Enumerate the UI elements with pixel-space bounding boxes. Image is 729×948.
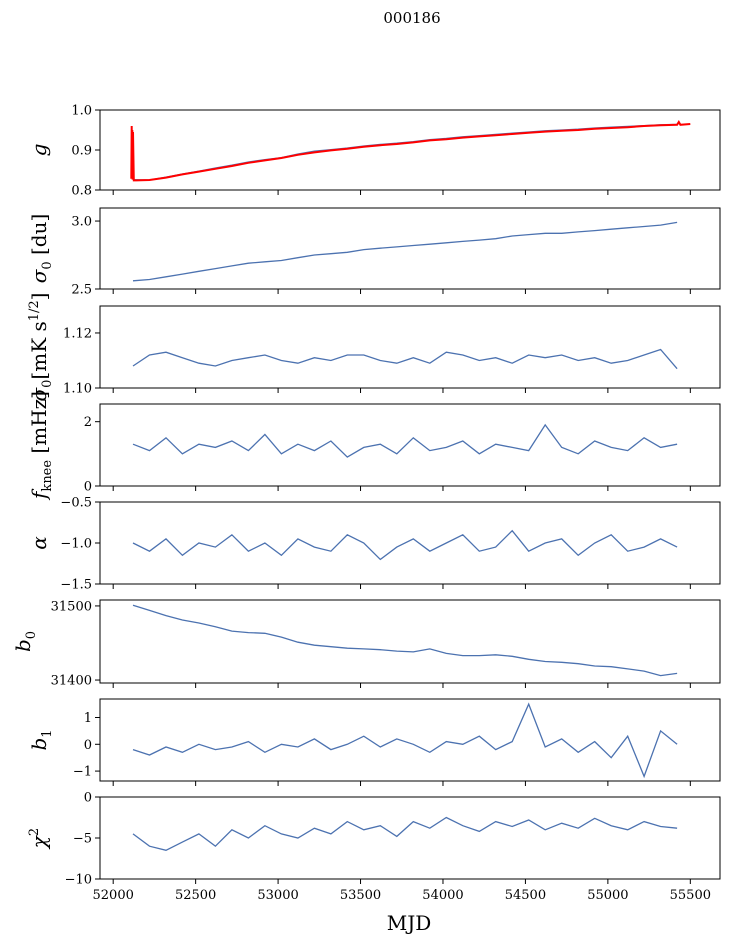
series-line xyxy=(132,529,678,561)
series-line xyxy=(132,702,678,779)
chart-title: 000186 xyxy=(383,9,440,27)
y-axis-label: b1 xyxy=(27,729,55,750)
subplot-0: 0.8 0.9 1.0 g xyxy=(27,104,721,199)
x-tick-label: 52500 xyxy=(175,888,216,903)
y-tick-label: 1.10 xyxy=(63,382,92,397)
axes-frame xyxy=(99,698,721,782)
y-label-sup: 1/2 xyxy=(27,300,42,321)
x-axis-label: MJD xyxy=(387,911,432,935)
y-label-unit: [mK s xyxy=(27,321,51,379)
y-axis-label: σ0 [du] xyxy=(27,214,55,284)
axes-frame xyxy=(99,207,721,290)
subplot-3: 0 2 fknee [mHz] xyxy=(27,391,721,501)
y-axis-label: g xyxy=(27,144,51,157)
x-tick-label: 54000 xyxy=(422,888,463,903)
y-label-unit: [mHz] xyxy=(27,391,51,460)
y-tick-label: −1.0 xyxy=(60,537,92,552)
y-tick-label: 0 xyxy=(84,791,92,806)
y-label-main: g xyxy=(27,144,51,157)
overlay-series-line xyxy=(130,120,691,182)
y-tick-label: −1 xyxy=(73,765,92,780)
y-label-main: α xyxy=(27,536,51,550)
x-tick-label: 53000 xyxy=(257,888,298,903)
y-tick-label: 3.0 xyxy=(71,215,92,230)
subplot-2: 1.10 1.12 σ0[mK s1/2] xyxy=(27,292,721,402)
axes-frame xyxy=(99,599,721,684)
axes-frame xyxy=(99,109,721,191)
y-axis-label: b0 xyxy=(11,631,39,652)
y-label-sub: 0 xyxy=(40,380,55,388)
y-label-sub: 0 xyxy=(40,261,55,269)
y-label-main: σ xyxy=(27,387,51,402)
y-tick-label: −10 xyxy=(65,873,92,888)
x-tick-label: 55500 xyxy=(670,888,711,903)
series-line xyxy=(132,123,678,181)
series-line xyxy=(132,423,678,458)
axes-frame xyxy=(99,501,721,585)
subplot-1: 2.5 3.0 σ0 [du] xyxy=(27,207,721,298)
series-line xyxy=(132,604,678,677)
y-axis-label: α xyxy=(27,536,51,550)
y-tick-label: 2.5 xyxy=(71,283,92,298)
y-tick-label: 31400 xyxy=(51,674,92,689)
y-tick-label: 0.8 xyxy=(71,184,92,199)
y-tick-label: 31500 xyxy=(51,599,92,614)
y-tick-label: 1.0 xyxy=(71,104,92,119)
axes-frame xyxy=(99,403,721,487)
y-label-main: b xyxy=(27,738,51,751)
y-label-unit: [du] xyxy=(27,214,51,262)
axes-frame xyxy=(99,305,721,389)
y-tick-label: 1.12 xyxy=(63,326,92,341)
y-label-sup: 2 xyxy=(27,828,42,836)
y-axis-label: σ0[mK s1/2] xyxy=(27,292,55,401)
series-line xyxy=(132,816,678,851)
y-tick-label: 0 xyxy=(84,480,92,495)
subplot-4: −1.5 −1.0 −0.5 α xyxy=(27,496,721,593)
y-label-sub: knee xyxy=(40,460,55,492)
y-axis-label: χ2 xyxy=(27,828,51,850)
y-tick-label: −1.5 xyxy=(60,578,92,593)
x-tick-label: 55000 xyxy=(587,888,628,903)
y-tick-label: 0.9 xyxy=(71,144,92,159)
y-axis-label: fknee [mHz] xyxy=(27,391,55,501)
y-label-sub: 1 xyxy=(40,729,55,737)
y-tick-label: 1 xyxy=(84,711,92,726)
axes-frame xyxy=(99,796,721,880)
y-tick-label: −0.5 xyxy=(60,496,92,511)
subplot-7: −10 −5 0 52000 52500 53000 53500 54000 54500 5500… xyxy=(27,791,721,903)
y-tick-label: 2 xyxy=(84,415,92,430)
y-tick-label: 0 xyxy=(84,738,92,753)
y-tick-label: −5 xyxy=(73,832,92,847)
y-label-main: σ xyxy=(27,268,51,283)
y-label-main: χ xyxy=(27,834,51,850)
subplot-5: 31400 31500 b0 xyxy=(11,599,721,689)
y-label-sub: 0 xyxy=(24,631,39,639)
x-tick-label: 53500 xyxy=(340,888,381,903)
x-tick-label: 52000 xyxy=(93,888,134,903)
series-line xyxy=(132,348,678,370)
y-label-close: ] xyxy=(27,292,51,300)
x-tick-label: 54500 xyxy=(505,888,546,903)
y-label-main: b xyxy=(11,639,35,652)
series-line xyxy=(132,221,678,282)
